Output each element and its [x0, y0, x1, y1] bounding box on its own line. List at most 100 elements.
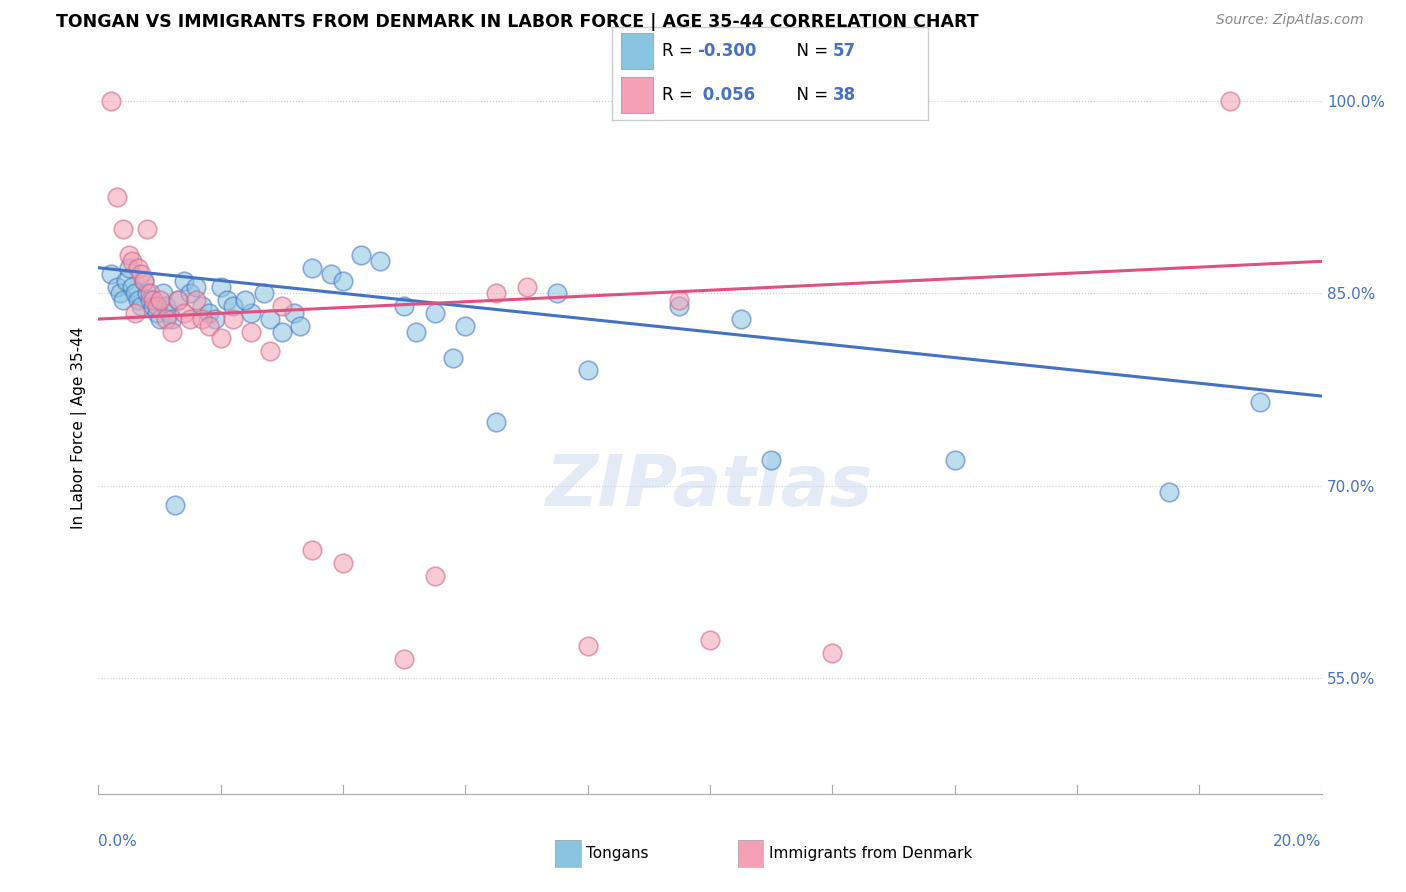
Point [1250, 395, 1272, 409]
Text: R =: R = [662, 87, 699, 104]
Point [319, 267, 342, 281]
Point [209, 331, 232, 345]
Point [179, 312, 201, 326]
Point [145, 306, 167, 320]
Point [129, 267, 152, 281]
Point [145, 299, 167, 313]
Point [290, 318, 312, 333]
Point [124, 306, 146, 320]
Point [668, 293, 690, 307]
Point [108, 286, 131, 301]
Bar [621, 33, 652, 69]
Point [215, 293, 238, 307]
Y-axis label: In Labor Force | Age 35-44: In Labor Force | Age 35-44 [72, 327, 87, 529]
Point [105, 280, 128, 294]
Point [368, 254, 391, 268]
Point [160, 312, 183, 326]
Point [115, 274, 138, 288]
Point [332, 274, 354, 288]
Point [186, 280, 208, 294]
Point [943, 453, 966, 467]
Point [197, 306, 219, 320]
Text: 20.0%: 20.0% [1274, 834, 1322, 849]
Point [668, 299, 690, 313]
Text: N =: N = [786, 42, 832, 60]
Point [121, 280, 143, 294]
Point [118, 260, 141, 275]
Point [160, 325, 183, 339]
Point [485, 415, 508, 429]
Point [1157, 485, 1180, 500]
Point [127, 293, 149, 307]
Point [252, 286, 274, 301]
Point [129, 299, 152, 313]
Point [259, 344, 281, 359]
Point [392, 652, 416, 666]
Point [155, 299, 177, 313]
Point [485, 286, 508, 301]
Point [100, 267, 122, 281]
Point [730, 312, 752, 326]
Text: TONGAN VS IMMIGRANTS FROM DENMARK IN LABOR FORCE | AGE 35-44 CORRELATION CHART: TONGAN VS IMMIGRANTS FROM DENMARK IN LAB… [56, 13, 979, 31]
Point [152, 286, 174, 301]
Point [136, 222, 159, 236]
Point [179, 286, 201, 301]
Point [270, 299, 294, 313]
Point [576, 640, 599, 654]
Bar [621, 78, 652, 113]
Text: 0.0%: 0.0% [98, 834, 138, 849]
Point [240, 325, 263, 339]
Point [197, 318, 219, 333]
Point [441, 351, 464, 365]
Text: Immigrants from Denmark: Immigrants from Denmark [769, 847, 973, 861]
Point [111, 222, 134, 236]
Point [186, 293, 208, 307]
Point [111, 293, 134, 307]
Text: Tongans: Tongans [586, 847, 648, 861]
Point [124, 286, 146, 301]
Point [191, 312, 214, 326]
Point [191, 299, 214, 313]
Point [209, 280, 232, 294]
Point [259, 312, 281, 326]
Point [576, 363, 599, 377]
Point [454, 318, 477, 333]
Point [173, 306, 195, 320]
Point [392, 299, 416, 313]
Point [136, 286, 159, 301]
Point [167, 293, 190, 307]
Point [139, 293, 162, 307]
Point [167, 293, 190, 307]
Point [139, 286, 162, 301]
Text: Source: ZipAtlas.com: Source: ZipAtlas.com [1216, 13, 1364, 28]
Point [350, 248, 373, 262]
Point [301, 260, 323, 275]
Point [142, 293, 165, 307]
Point [546, 286, 568, 301]
Point [222, 299, 245, 313]
Point [423, 306, 446, 320]
Text: -0.300: -0.300 [697, 42, 756, 60]
Point [699, 632, 721, 647]
Point [134, 274, 156, 288]
Point [233, 293, 256, 307]
Point [121, 254, 143, 268]
Point [134, 274, 156, 288]
Point [222, 312, 245, 326]
Point [173, 274, 195, 288]
Text: R =: R = [662, 42, 699, 60]
Point [118, 248, 141, 262]
Point [1219, 94, 1241, 108]
Point [240, 306, 263, 320]
Text: 0.056: 0.056 [697, 87, 755, 104]
Point [761, 453, 783, 467]
Point [270, 325, 294, 339]
Text: 57: 57 [832, 42, 856, 60]
Point [332, 556, 354, 570]
Point [301, 543, 323, 558]
Point [155, 312, 177, 326]
Point [204, 312, 226, 326]
Point [127, 260, 149, 275]
Point [149, 293, 172, 307]
Point [149, 312, 172, 326]
